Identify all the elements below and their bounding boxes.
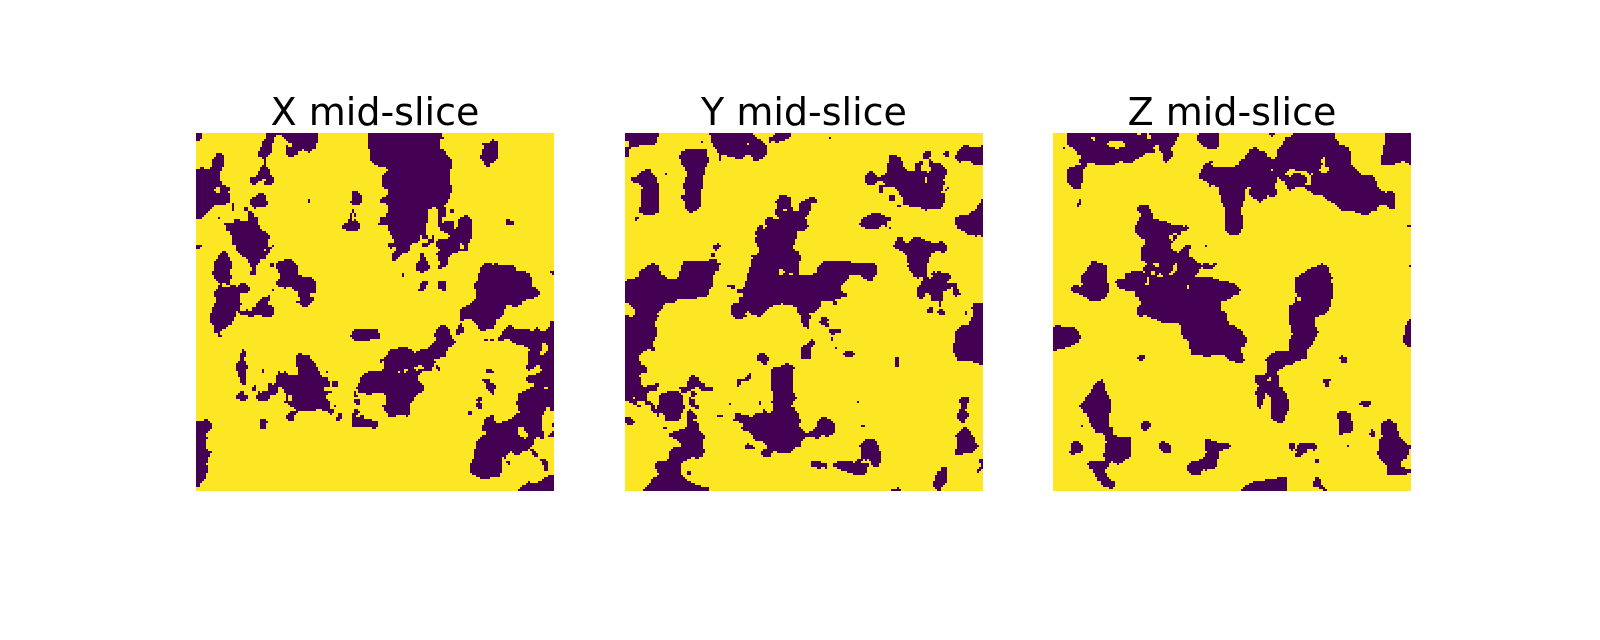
panel-x-slice: X mid-slice bbox=[196, 0, 554, 640]
y-mid-slice-image bbox=[625, 133, 983, 491]
panel-title: Z mid-slice bbox=[1127, 90, 1337, 134]
z-mid-slice-image bbox=[1053, 133, 1411, 491]
panel-title: X mid-slice bbox=[270, 90, 480, 134]
panel-z-slice: Z mid-slice bbox=[1053, 0, 1411, 640]
x-mid-slice-image bbox=[196, 133, 554, 491]
panel-title: Y mid-slice bbox=[701, 90, 907, 134]
panel-y-slice: Y mid-slice bbox=[625, 0, 983, 640]
